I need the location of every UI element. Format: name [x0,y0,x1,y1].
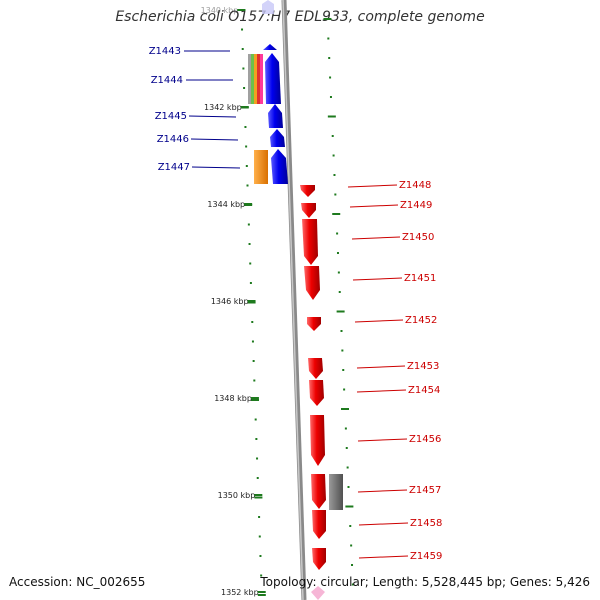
orange-feature [254,150,268,184]
leader-line [190,138,239,141]
scale-label: 1340 kbp [201,6,239,15]
gene-feature-top [262,0,274,14]
gene-feature-bottom [311,586,325,600]
gene-arrow-z1459[interactable] [312,548,326,570]
scale-labels: 1340 kbp 1342 kbp 1344 kbp 1346 kbp 1348 kbp… [201,6,266,597]
gene-arrow-z1448[interactable] [300,185,315,197]
gene-arrow-z1451[interactable] [304,266,320,300]
gene-arrow-z1457[interactable] [311,474,326,509]
gene-label-z1443[interactable]: Z1443 [149,46,181,57]
gene-arrow-z1456[interactable] [310,415,325,466]
gene-arrow-z1444[interactable] [265,53,281,104]
map-title: Escherichia coli O157:H7 EDL933, complet… [115,9,485,25]
scale-label: 1348 kbp [214,394,252,403]
gene-label-z1459[interactable]: Z1459 [410,551,442,562]
feature-cluster [248,54,263,104]
gene-arrow-z1443[interactable] [263,44,277,50]
gene-arrow-z1447[interactable] [271,149,288,184]
leader-line [354,319,404,323]
gene-arrow-z1454[interactable] [309,380,324,406]
leader-line [356,365,406,369]
gene-label-z1453[interactable]: Z1453 [407,361,439,372]
genome-backbone [281,0,307,600]
leader-line [347,184,398,188]
gene-label-z1452[interactable]: Z1452 [405,315,437,326]
gene-arrow-z1449[interactable] [301,203,316,218]
gene-label-z1449[interactable]: Z1449 [400,200,432,211]
gene-arrow-z1446[interactable] [270,129,285,147]
gray-feature [329,474,343,510]
gene-label-z1447[interactable]: Z1447 [158,162,190,173]
scale-label: 1352 kbp [221,588,259,597]
scale-ticks-right [323,18,354,586]
scale-label: 1346 kbp [211,297,249,306]
gene-label-z1454[interactable]: Z1454 [408,385,440,396]
topology-text: Topology: circular; Length: 5,528,445 bp… [260,575,590,589]
leader-line [358,522,409,526]
gene-label-z1458[interactable]: Z1458 [410,518,442,529]
gene-arrow-z1445[interactable] [268,104,283,128]
gene-labels: Z1443 Z1444 Z1445 Z1446 Z1447 Z1448 Z1449 Z1450… [149,46,443,562]
gene-label-z1444[interactable]: Z1444 [151,75,183,86]
leader-line [357,438,408,442]
scale-label: 1344 kbp [207,200,245,209]
gene-label-z1446[interactable]: Z1446 [157,134,189,145]
gene-label-z1451[interactable]: Z1451 [404,273,436,284]
leader-line [351,236,401,240]
leader-line [191,166,241,169]
leader-line [352,277,403,281]
scale-label: 1350 kbp [218,491,256,500]
leader-line [188,115,237,118]
leader-line [349,204,399,208]
leader-line [357,489,408,493]
leader-line [358,555,409,559]
gene-label-z1450[interactable]: Z1450 [402,232,434,243]
accession-text: Accession: NC_002655 [9,575,146,589]
scale-label: 1342 kbp [204,103,242,112]
gene-arrow-z1458[interactable] [312,510,326,539]
gene-label-z1456[interactable]: Z1456 [409,434,441,445]
gene-arrow-z1452[interactable] [307,317,321,331]
gene-arrow-z1450[interactable] [302,219,318,265]
label-leader-lines [184,50,409,559]
gene-arrow-z1453[interactable] [308,358,323,379]
gene-label-z1445[interactable]: Z1445 [155,111,187,122]
gene-label-z1457[interactable]: Z1457 [409,485,441,496]
leader-line [356,389,407,393]
gene-label-z1448[interactable]: Z1448 [399,180,431,191]
